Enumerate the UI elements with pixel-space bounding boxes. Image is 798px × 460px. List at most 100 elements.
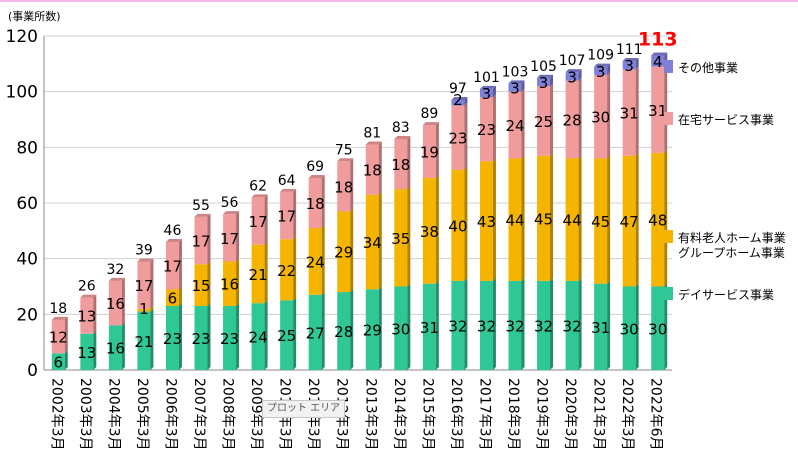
- segment-label: 2: [453, 91, 463, 109]
- bar-segment: [565, 80, 579, 159]
- segment-label: 38: [420, 223, 439, 241]
- bar-side: [321, 291, 325, 370]
- total-label: 83: [392, 120, 410, 136]
- bar-segment: [365, 194, 379, 290]
- legend-label: グループホーム事業: [678, 246, 785, 260]
- bar-segment: [651, 66, 665, 153]
- bar-top: [594, 63, 611, 67]
- segment-label: 44: [505, 212, 524, 230]
- bar-side: [607, 71, 611, 159]
- segment-label: 34: [363, 234, 382, 252]
- segment-label: 19: [420, 144, 439, 162]
- bar-segment: [508, 83, 522, 92]
- bar-side: [550, 277, 554, 370]
- segment-label: 23: [163, 330, 182, 348]
- bar-segment: [165, 289, 179, 306]
- bar-side: [521, 277, 525, 370]
- legend-label: 有料老人ホーム事業: [678, 231, 786, 245]
- segment-label: 3: [482, 85, 492, 103]
- segment-label: 17: [191, 233, 210, 251]
- segment-label: 31: [648, 102, 667, 120]
- legend-label: デイサービス事業: [678, 287, 774, 302]
- bar-side: [464, 277, 468, 370]
- bar-side: [521, 88, 525, 159]
- segment-label: 23: [477, 121, 496, 139]
- segment-label: 35: [391, 230, 410, 248]
- legend-label: その他事業: [678, 61, 738, 75]
- x-tick-label: 2022年3月: [619, 378, 635, 451]
- segment-label: 27: [306, 324, 325, 342]
- bar-side: [264, 241, 268, 304]
- bar-side: [578, 69, 582, 81]
- bar-side: [435, 280, 439, 370]
- segment-label: 47: [620, 213, 639, 231]
- segment-label: 12: [49, 329, 68, 347]
- legend-swatch: [664, 112, 673, 125]
- x-tick-label: 2016年3月: [448, 378, 464, 451]
- bar-side: [435, 122, 439, 178]
- y-unit-label: (事業所数): [8, 10, 61, 23]
- bar-top: [80, 294, 97, 298]
- segment-label: 13: [77, 308, 96, 326]
- bar-side: [121, 277, 125, 326]
- segment-label: 18: [363, 162, 382, 180]
- bar-top: [537, 74, 554, 78]
- bar-segment: [451, 100, 465, 106]
- segment-label: 17: [163, 258, 182, 276]
- total-label: 46: [164, 223, 182, 239]
- segment-label: 17: [134, 277, 153, 295]
- total-label: 107: [559, 53, 586, 69]
- bar-segment: [308, 294, 322, 370]
- x-tick-label: 2002年3月: [48, 378, 64, 451]
- segment-label: 40: [448, 217, 467, 235]
- bar-side: [635, 66, 639, 156]
- segment-label: 24: [505, 117, 524, 135]
- bar-side: [407, 186, 411, 287]
- y-tick-label: 0: [27, 361, 38, 381]
- x-tick-label: 2004年3月: [105, 378, 121, 451]
- segment-label: 15: [191, 277, 210, 295]
- x-tick-label: 2019年3月: [534, 378, 550, 451]
- bar-side: [178, 238, 182, 290]
- legend-swatch: [664, 60, 673, 73]
- bar-segment: [365, 289, 379, 370]
- bar-segment: [537, 280, 551, 370]
- bar-segment: [251, 244, 265, 304]
- bar-top: [422, 122, 439, 126]
- bar-segment: [365, 144, 379, 195]
- segment-label: 17: [249, 213, 268, 231]
- bar-segment: [479, 280, 493, 370]
- bar-side: [664, 63, 668, 153]
- bar-side: [550, 74, 554, 87]
- y-tick-label: 40: [16, 250, 38, 270]
- total-label: 69: [306, 159, 324, 175]
- legend-label: 在宅サービス事業: [678, 112, 774, 127]
- bar-segment: [51, 353, 65, 370]
- y-tick-label: 20: [16, 305, 38, 325]
- bar-side: [64, 350, 68, 370]
- segment-label: 23: [220, 330, 239, 348]
- bar-side: [578, 77, 582, 159]
- bar-segment: [594, 74, 608, 159]
- segment-label: 1: [139, 300, 149, 318]
- bar-segment: [594, 283, 608, 370]
- bar-segment: [337, 292, 351, 370]
- bar-segment: [165, 241, 179, 290]
- x-tick-label: 2005年3月: [134, 378, 150, 451]
- bar-side: [492, 158, 496, 281]
- bar-side: [350, 289, 354, 370]
- segment-label: 31: [420, 319, 439, 337]
- segment-label: 30: [620, 320, 639, 338]
- bar-segment: [594, 66, 608, 75]
- total-label: 32: [106, 262, 124, 278]
- x-tick-label: 2022年6月: [648, 378, 664, 451]
- bar-segment: [651, 55, 665, 67]
- bar-side: [635, 283, 639, 370]
- bar-segment: [479, 88, 493, 98]
- total-label: 56: [221, 195, 239, 211]
- bar-segment: [422, 177, 436, 284]
- bar-side: [492, 277, 496, 370]
- bar-side: [321, 225, 325, 295]
- segment-label: 21: [249, 266, 268, 284]
